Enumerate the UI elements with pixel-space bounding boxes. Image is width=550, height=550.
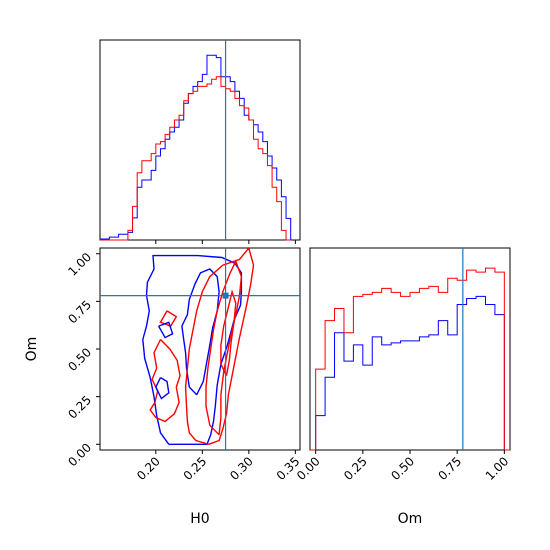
histogram-om-marks [310,248,510,451]
contour-red-outer [184,248,255,445]
histogram-om-x-tick-label: 0.75 [435,454,464,483]
contour-red-outer [149,339,181,423]
contour-red-inner [220,289,237,377]
joint-contour-panel: 0.20 0.25 0.30 0.350.000.250.500.751.00 H0 … [24,247,302,527]
histogram-h0-frame [99,39,301,241]
joint-contour-frame [99,247,301,451]
contour-blue-inner [181,268,220,396]
histogram-h0-panel [99,39,301,244]
om-y-axis-label: Om [24,337,40,362]
histogram-h0-marks [99,40,292,241]
joint-x-tick-label: 0.25 [181,454,210,483]
histogram-om-frame [309,247,511,451]
histogram-h0-step-blue [99,54,292,240]
joint-y-tick-label: 0.25 [65,393,94,422]
histogram-h0-step-red [100,76,291,241]
histogram-om-x-tick-label: 1.00 [483,454,512,483]
histogram-h0-ticks [155,240,296,244]
joint-x-tick-label: 0.30 [227,454,256,483]
contour-blue-inner [155,376,170,400]
om-x-axis-label: Om [398,511,423,527]
joint-truth-marker [222,292,229,299]
joint-x-tick-label: 0.20 [134,454,163,483]
histogram-om-x-tick-label: 0.25 [341,454,370,483]
contour-red-middle [205,259,243,436]
joint-y-tick-label: 0.00 [65,441,94,470]
histogram-om-x-tick-label: 0.50 [388,454,417,483]
histogram-om-step-red [310,267,510,451]
contour-blue-inner [157,321,174,339]
joint-y-tick-label: 1.00 [65,250,94,279]
joint-y-tick-label: 0.75 [65,298,94,327]
histogram-om-ticks: 0.00 0.25 0.50 0.75 1.00 [294,450,511,483]
histogram-om-panel: 0.00 0.25 0.50 0.75 1.00 Om [294,247,511,527]
histogram-om-x-tick-label: 0.00 [294,454,323,483]
joint-contour-marks [100,248,300,450]
joint-y-tick-label: 0.50 [65,345,94,374]
h0-x-axis-label: H0 [190,511,209,527]
contour-blue-outer [142,254,243,445]
